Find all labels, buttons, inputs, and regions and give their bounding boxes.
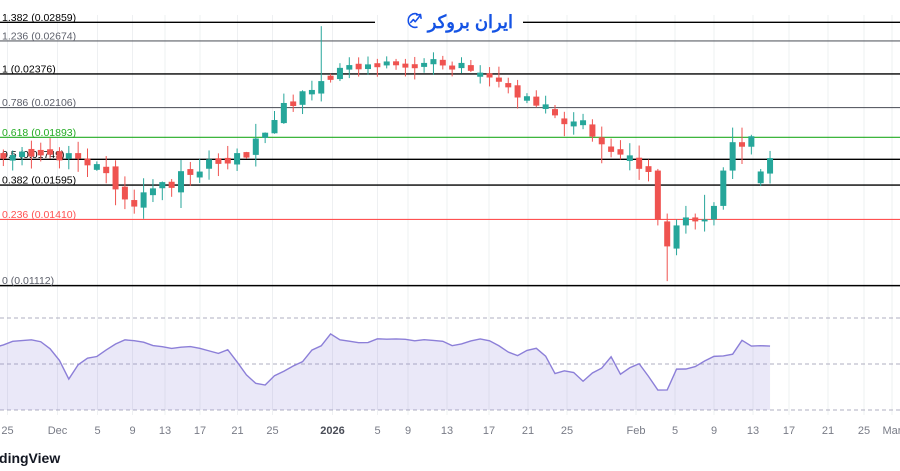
svg-text:13: 13 — [441, 425, 453, 437]
svg-text:2026: 2026 — [320, 425, 344, 437]
svg-text:5: 5 — [374, 425, 380, 437]
svg-text:5: 5 — [672, 425, 678, 437]
svg-text:9: 9 — [129, 425, 135, 437]
svg-text:21: 21 — [822, 425, 834, 437]
svg-text:17: 17 — [783, 425, 795, 437]
svg-text:25: 25 — [1, 425, 13, 437]
svg-text:21: 21 — [522, 425, 534, 437]
svg-text:9: 9 — [405, 425, 411, 437]
svg-text:17: 17 — [194, 425, 206, 437]
svg-text:21: 21 — [231, 425, 243, 437]
svg-text:9: 9 — [711, 425, 717, 437]
svg-text:13: 13 — [159, 425, 171, 437]
svg-text:Feb: Feb — [627, 425, 646, 437]
svg-text:Dec: Dec — [48, 425, 68, 437]
svg-text:Mar: Mar — [883, 425, 900, 437]
svg-text:25: 25 — [561, 425, 573, 437]
svg-text:5: 5 — [94, 425, 100, 437]
svg-text:25: 25 — [266, 425, 278, 437]
svg-text:13: 13 — [747, 425, 759, 437]
svg-text:17: 17 — [483, 425, 495, 437]
svg-text:25: 25 — [858, 425, 870, 437]
